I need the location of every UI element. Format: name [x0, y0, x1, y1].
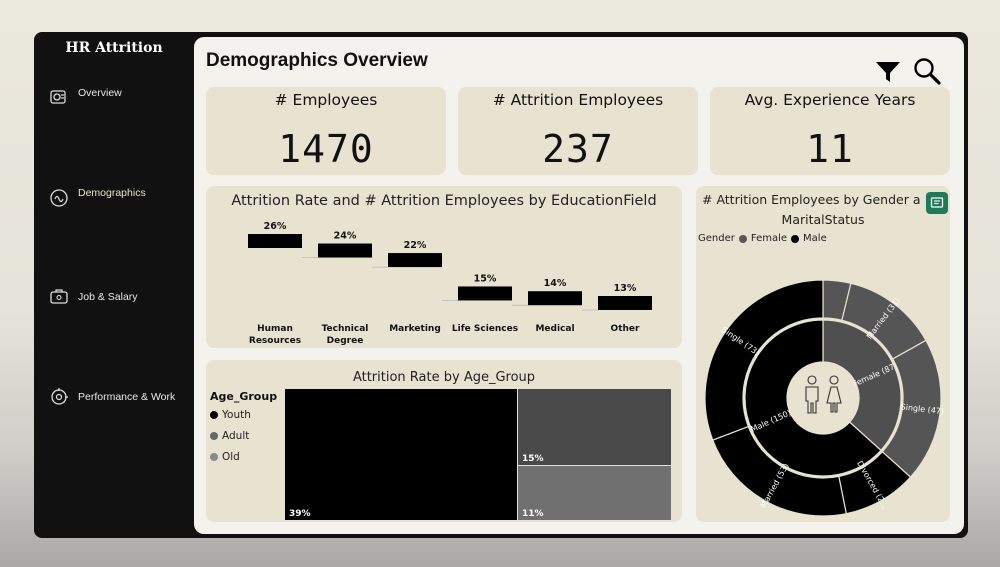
kpi-label: Avg. Experience Years — [744, 91, 916, 109]
sidebar-item-label: Overview — [78, 87, 122, 99]
sidebar-item-demographics[interactable]: Demographics — [48, 186, 146, 208]
filter-icon[interactable] — [874, 59, 902, 85]
legend-dot — [210, 411, 218, 419]
bar[interactable] — [388, 253, 442, 268]
education-bar-chart: 26% Human Resources 24% Technical Degree 22% Ma… — [248, 221, 652, 346]
gender-marital-card: # Attrition Employees by Gender a Marita… — [696, 186, 950, 522]
data-label: 14% — [544, 278, 567, 289]
bar[interactable] — [458, 286, 512, 301]
data-label: 15% — [522, 454, 544, 464]
data-label: 11% — [522, 509, 544, 519]
search-icon[interactable] — [912, 56, 942, 86]
bar[interactable] — [598, 296, 652, 310]
legend-dot-male — [791, 234, 800, 243]
sunburst-chart: Female (87)Male (150)Married (31)Single … — [704, 279, 945, 517]
sidebar-item-job-salary[interactable]: Job & Salary — [48, 286, 138, 308]
category-label: Resources — [249, 336, 301, 346]
chart-title-line2: MaritalStatus — [781, 212, 865, 227]
chart-title: # Attrition Employees by Gender a — [702, 192, 921, 207]
gender-legend: Gender Female Male — [698, 233, 827, 244]
sidebar-item-performance-work[interactable]: Performance & Work — [48, 386, 175, 408]
category-label: Medical — [535, 324, 574, 334]
sidebar-item-label: Demographics — [78, 187, 146, 199]
sidebar-item-label: Performance & Work — [78, 391, 176, 403]
legend-label: Adult — [222, 430, 250, 442]
bar[interactable] — [528, 291, 582, 306]
overview-icon — [50, 90, 66, 104]
data-label: 13% — [614, 283, 637, 294]
kpi-value: 237 — [542, 127, 614, 171]
category-label: Human — [257, 324, 293, 334]
data-label: 22% — [404, 240, 427, 251]
education-chart-card: Attrition Rate and # Attrition Employees… — [206, 186, 682, 348]
data-label: 15% — [474, 273, 497, 284]
data-label: 26% — [264, 221, 287, 232]
sunburst-inner-segment[interactable] — [744, 319, 882, 477]
page-title: Demographics Overview — [206, 50, 428, 71]
visual-options-icon[interactable] — [926, 192, 948, 214]
category-label: Degree — [327, 336, 364, 346]
kpi-label: # Employees — [274, 91, 378, 109]
kpi-label: # Attrition Employees — [492, 91, 664, 109]
bar[interactable] — [248, 234, 302, 248]
chart-title: Attrition Rate by Age_Group — [352, 370, 536, 385]
legend-dot-female — [738, 234, 747, 243]
legend-label: Old — [222, 451, 240, 463]
legend-item[interactable]: Adult — [210, 430, 249, 442]
sunburst-center — [789, 364, 857, 432]
legend-male: Male — [803, 233, 827, 244]
legend-item[interactable]: Youth — [210, 409, 251, 421]
legend-title: Age_Group — [210, 390, 278, 403]
data-label: 39% — [289, 509, 311, 519]
legend-label: Youth — [222, 409, 251, 421]
legend-item[interactable]: Old — [210, 451, 240, 463]
sidebar-item-overview[interactable]: Overview — [48, 86, 122, 108]
chart-title: Attrition Rate and # Attrition Employees… — [231, 193, 657, 209]
kpi-card-avg-experience: Avg. Experience Years 11 — [710, 87, 950, 175]
kpi-card-employees: # Employees 1470 — [206, 87, 446, 175]
app-title: HR Attrition — [65, 40, 163, 56]
age-group-card: Attrition Rate by Age_Group Age_Group Yo… — [206, 360, 682, 522]
treemap-tile[interactable] — [285, 389, 517, 520]
legend-dot — [210, 453, 218, 461]
category-label: Life Sciences — [452, 324, 518, 334]
category-label: Marketing — [389, 324, 441, 334]
job-salary-icon — [50, 289, 68, 304]
legend-title: Gender — [698, 233, 735, 244]
sunburst-inner-segment[interactable] — [822, 319, 902, 452]
kpi-value: 1470 — [278, 127, 374, 171]
kpi-card-attrition-employees: # Attrition Employees 237 — [458, 87, 698, 175]
category-label: Technical — [322, 324, 369, 334]
demographics-icon — [50, 189, 68, 207]
category-label: Other — [611, 324, 640, 334]
age-group-treemap: 39% 15% 11% — [285, 389, 671, 520]
gender-icon — [805, 375, 842, 414]
bar[interactable] — [318, 243, 372, 258]
legend-female: Female — [750, 233, 788, 244]
legend-dot — [210, 432, 218, 440]
kpi-value: 11 — [806, 127, 854, 171]
sidebar-item-label: Job & Salary — [78, 291, 138, 303]
treemap-tile[interactable] — [518, 389, 671, 465]
comment-icon — [930, 197, 944, 208]
treemap-tile[interactable] — [518, 466, 671, 520]
data-label: 24% — [334, 231, 357, 242]
performance-icon — [51, 388, 68, 405]
sunburst-outer-segment[interactable] — [704, 279, 824, 441]
